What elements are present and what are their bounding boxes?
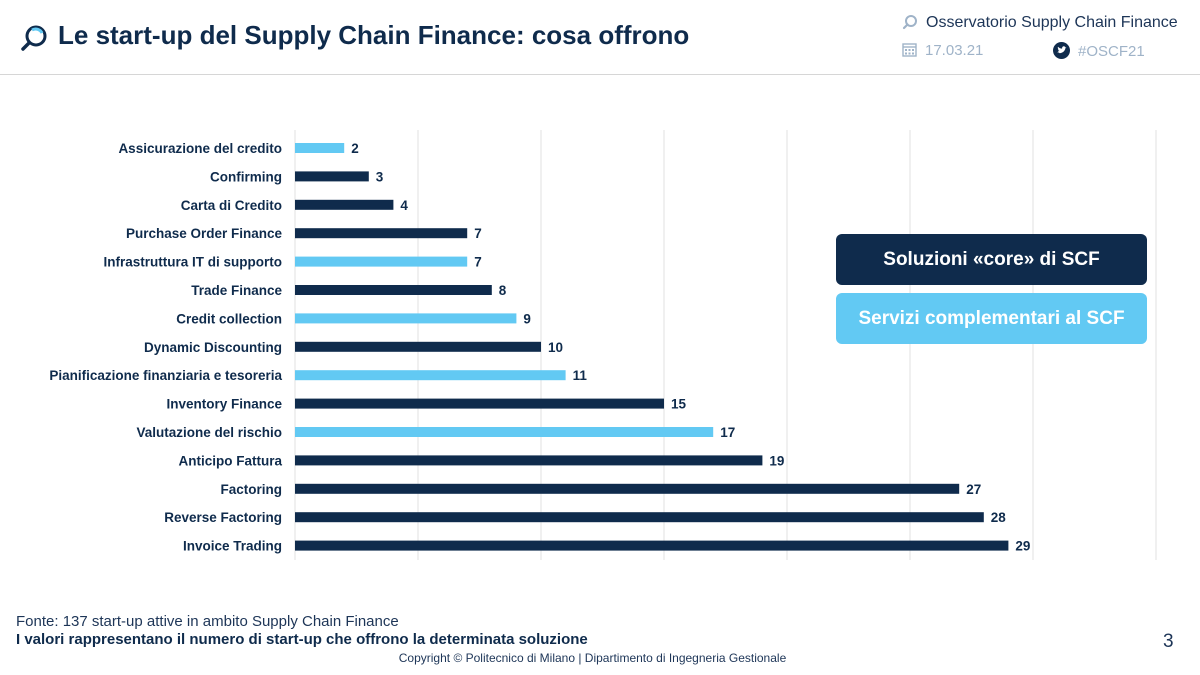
bar xyxy=(295,228,468,239)
value-label: 15 xyxy=(671,397,687,412)
category-label: Dynamic Discounting xyxy=(144,340,282,355)
category-label: Purchase Order Finance xyxy=(126,226,283,241)
value-label: 3 xyxy=(376,169,384,184)
bar xyxy=(295,483,960,494)
category-label: Valutazione del rischio xyxy=(136,425,282,440)
value-label: 17 xyxy=(720,425,735,440)
bar xyxy=(295,199,394,210)
value-label: 8 xyxy=(499,283,507,298)
slide-header: Le start-up del Supply Chain Finance: co… xyxy=(0,0,1200,75)
observatory-label: Osservatorio Supply Chain Finance xyxy=(902,14,1178,32)
date-text: 17.03.21 xyxy=(925,42,984,59)
bar xyxy=(295,171,369,182)
value-label: 7 xyxy=(474,255,482,270)
page-title: Le start-up del Supply Chain Finance: co… xyxy=(58,20,690,50)
bar xyxy=(295,285,492,295)
value-label: 2 xyxy=(351,141,359,156)
category-label: Pianificazione finanziaria e tesoreria xyxy=(49,368,282,383)
category-label: Credit collection xyxy=(176,311,282,326)
hashtag-label: #OSCF21 xyxy=(1053,42,1145,60)
observatory-name: Osservatorio Supply Chain Finance xyxy=(926,14,1178,31)
legend-core-solutions: Soluzioni «core» di SCF xyxy=(836,234,1147,285)
values-note: I valori rappresentano il numero di star… xyxy=(16,631,588,648)
value-label: 19 xyxy=(769,453,784,468)
page-number: 3 xyxy=(1163,631,1174,652)
bar xyxy=(295,370,566,381)
bar xyxy=(295,143,345,153)
bar xyxy=(295,313,517,324)
category-label: Confirming xyxy=(210,169,282,184)
bar xyxy=(295,512,984,523)
bar xyxy=(295,427,714,437)
value-label: 4 xyxy=(400,198,408,213)
value-label: 9 xyxy=(523,311,531,326)
bar xyxy=(295,398,664,409)
bar xyxy=(295,341,541,352)
bar xyxy=(295,256,468,267)
category-label: Factoring xyxy=(220,482,282,497)
legend-complementary-services: Servizi complementari al SCF xyxy=(836,293,1147,344)
category-label: Trade Finance xyxy=(191,283,282,298)
twitter-bird-icon xyxy=(1053,42,1070,59)
copyright: Copyright © Politecnico di Milano | Dipa… xyxy=(398,651,787,665)
hashtag-text: #OSCF21 xyxy=(1078,43,1145,60)
value-label: 11 xyxy=(573,368,588,383)
category-label: Reverse Factoring xyxy=(164,510,282,525)
source-note: Fonte: 137 start-up attive in ambito Sup… xyxy=(16,613,399,630)
value-label: 29 xyxy=(1015,539,1030,554)
category-label: Infrastruttura IT di supporto xyxy=(104,255,283,270)
calendar-icon xyxy=(902,43,917,57)
category-label: Inventory Finance xyxy=(166,397,282,412)
category-label: Anticipo Fattura xyxy=(179,453,283,468)
bar-chart: Assicurazione del credito 2 Confirming 3 Car… xyxy=(49,130,1157,560)
bar xyxy=(295,540,1009,551)
category-label: Assicurazione del credito xyxy=(118,141,282,156)
category-label: Invoice Trading xyxy=(183,539,282,554)
bar xyxy=(295,455,763,466)
date-label: 17.03.21 xyxy=(902,42,983,59)
value-label: 28 xyxy=(991,510,1007,525)
category-label: Carta di Credito xyxy=(181,198,282,213)
magnifier-logo-icon xyxy=(21,25,47,51)
value-label: 10 xyxy=(548,340,563,355)
magnifier-small-icon xyxy=(902,15,917,30)
value-label: 27 xyxy=(966,482,981,497)
value-label: 7 xyxy=(474,226,482,241)
